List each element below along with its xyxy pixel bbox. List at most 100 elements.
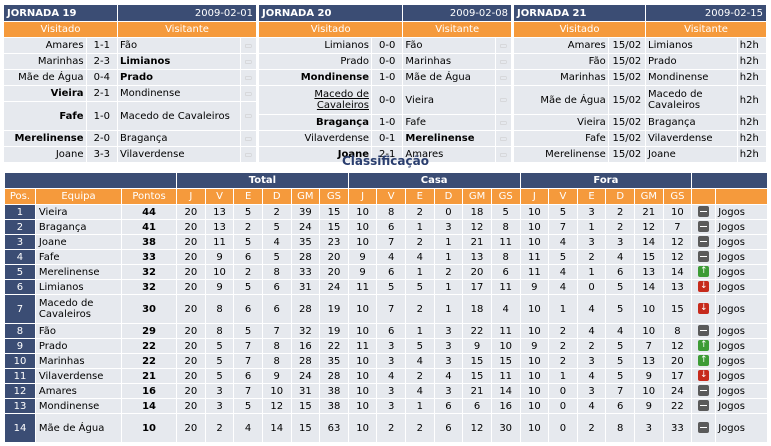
stat-t-d: 14 — [262, 414, 291, 442]
stat-h-gm: 17 — [463, 280, 491, 294]
match-score: 15/02 — [608, 115, 646, 130]
home-team-link[interactable]: Macedo de Cavaleiros — [259, 86, 371, 114]
stat-a-v: 0 — [549, 399, 577, 413]
stat-a-gs: 7 — [663, 220, 692, 234]
stat-h-v: 4 — [377, 250, 406, 264]
team-name: Marinhas — [35, 354, 122, 368]
col-d: D — [606, 189, 634, 204]
stat-t-gs: 19 — [320, 295, 348, 323]
home-label: Visitado — [514, 22, 646, 37]
stat-t-e: 7 — [234, 384, 262, 398]
trend-cell — [692, 384, 716, 398]
h2h-link[interactable]: h2h — [737, 86, 766, 114]
stat-h-e: 1 — [406, 265, 434, 279]
stat-t-e: 2 — [234, 220, 262, 234]
stat-h-d: 3 — [434, 354, 463, 368]
stat-h-d: 1 — [434, 250, 463, 264]
away-team: Vilaverdense — [646, 131, 737, 146]
stat-h-gs: 4 — [491, 295, 520, 323]
stat-t-gm: 39 — [291, 205, 320, 219]
stat-a-j: 10 — [520, 354, 549, 368]
stat-t-j: 20 — [177, 220, 205, 234]
stat-h-e: 5 — [406, 280, 434, 294]
games-link[interactable]: Jogos — [716, 384, 767, 398]
match-row: Amares 1-1 Fão ▭ — [4, 38, 256, 53]
away-team: Mãe de Água — [403, 70, 495, 85]
h2h-link[interactable]: h2h — [737, 147, 766, 162]
stat-h-e: 2 — [406, 414, 434, 442]
games-link[interactable]: Jogos — [716, 220, 767, 234]
position: 13 — [5, 399, 35, 413]
games-link[interactable]: Jogos — [716, 324, 767, 338]
trend-cell — [692, 220, 716, 234]
stat-t-gs: 15 — [320, 220, 348, 234]
games-link[interactable]: Jogos — [716, 369, 767, 383]
stat-a-d: 6 — [606, 399, 634, 413]
stat-h-gm: 18 — [463, 205, 491, 219]
games-link[interactable]: Jogos — [716, 280, 767, 294]
games-link[interactable]: Jogos — [716, 250, 767, 264]
stat-a-e: 4 — [577, 399, 606, 413]
col-j: J — [520, 189, 549, 204]
h2h-link[interactable]: h2h — [737, 38, 766, 53]
stat-t-v: 3 — [205, 399, 234, 413]
stat-a-gm: 10 — [634, 295, 663, 323]
no-change-icon — [698, 385, 710, 397]
away-team: Macedo de Cavaleiros — [646, 86, 737, 114]
stat-t-e: 6 — [234, 369, 262, 383]
home-team: Merelinense — [514, 147, 608, 162]
stat-a-e: 3 — [577, 384, 606, 398]
trend-cell — [692, 250, 716, 264]
tv-icon: ▭ — [495, 147, 511, 162]
col-gm: GM — [634, 189, 663, 204]
h2h-link[interactable]: h2h — [737, 54, 766, 69]
match-row: Merelinense 15/02 Joane h2h — [514, 147, 766, 162]
stat-t-v: 5 — [205, 354, 234, 368]
h2h-link[interactable]: h2h — [737, 70, 766, 85]
stat-h-e: 1 — [406, 324, 434, 338]
games-link[interactable]: Jogos — [716, 339, 767, 353]
stat-h-gs: 5 — [491, 205, 520, 219]
stat-h-d: 3 — [434, 339, 463, 353]
games-link[interactable]: Jogos — [716, 414, 767, 442]
games-link[interactable]: Jogos — [716, 295, 767, 323]
trend-cell: ↓ — [692, 369, 716, 383]
match-row: Joane 3-3 Vilaverdense ▭ — [4, 147, 256, 162]
arrow-up-icon: ↑ — [698, 340, 710, 352]
stat-t-v: 11 — [205, 235, 234, 249]
home-team: Mãe de Água — [514, 86, 608, 114]
stat-h-d: 0 — [434, 205, 463, 219]
stat-h-d: 3 — [434, 324, 463, 338]
stat-a-e: 4 — [577, 295, 606, 323]
team-name: Fafe — [35, 250, 122, 264]
col-e: E — [406, 189, 434, 204]
stat-a-gm: 10 — [634, 384, 663, 398]
col-gs: GS — [320, 189, 348, 204]
games-link[interactable]: Jogos — [716, 354, 767, 368]
position: 5 — [5, 265, 35, 279]
match-score: 2-1 — [371, 147, 403, 162]
stat-t-v: 13 — [205, 205, 234, 219]
games-link[interactable]: Jogos — [716, 265, 767, 279]
stat-a-j: 10 — [520, 384, 549, 398]
stat-h-e: 2 — [406, 205, 434, 219]
stat-a-v: 1 — [549, 369, 577, 383]
stat-h-j: 10 — [348, 324, 377, 338]
stat-t-gs: 20 — [320, 250, 348, 264]
col-gm: GM — [463, 189, 491, 204]
h2h-link[interactable]: h2h — [737, 131, 766, 146]
stat-h-v: 6 — [377, 220, 406, 234]
stat-a-j: 10 — [520, 369, 549, 383]
games-link[interactable]: Jogos — [716, 205, 767, 219]
h2h-link[interactable]: h2h — [737, 115, 766, 130]
team-name: Limianos — [35, 280, 122, 294]
stat-a-gs: 12 — [663, 250, 692, 264]
team-name: Macedo de Cavaleiros — [35, 295, 122, 323]
stat-a-e: 2 — [577, 414, 606, 442]
games-link[interactable]: Jogos — [716, 235, 767, 249]
stat-a-gm: 9 — [634, 399, 663, 413]
stat-h-v: 4 — [377, 369, 406, 383]
games-link[interactable]: Jogos — [716, 399, 767, 413]
match-score: 1-0 — [371, 70, 403, 85]
